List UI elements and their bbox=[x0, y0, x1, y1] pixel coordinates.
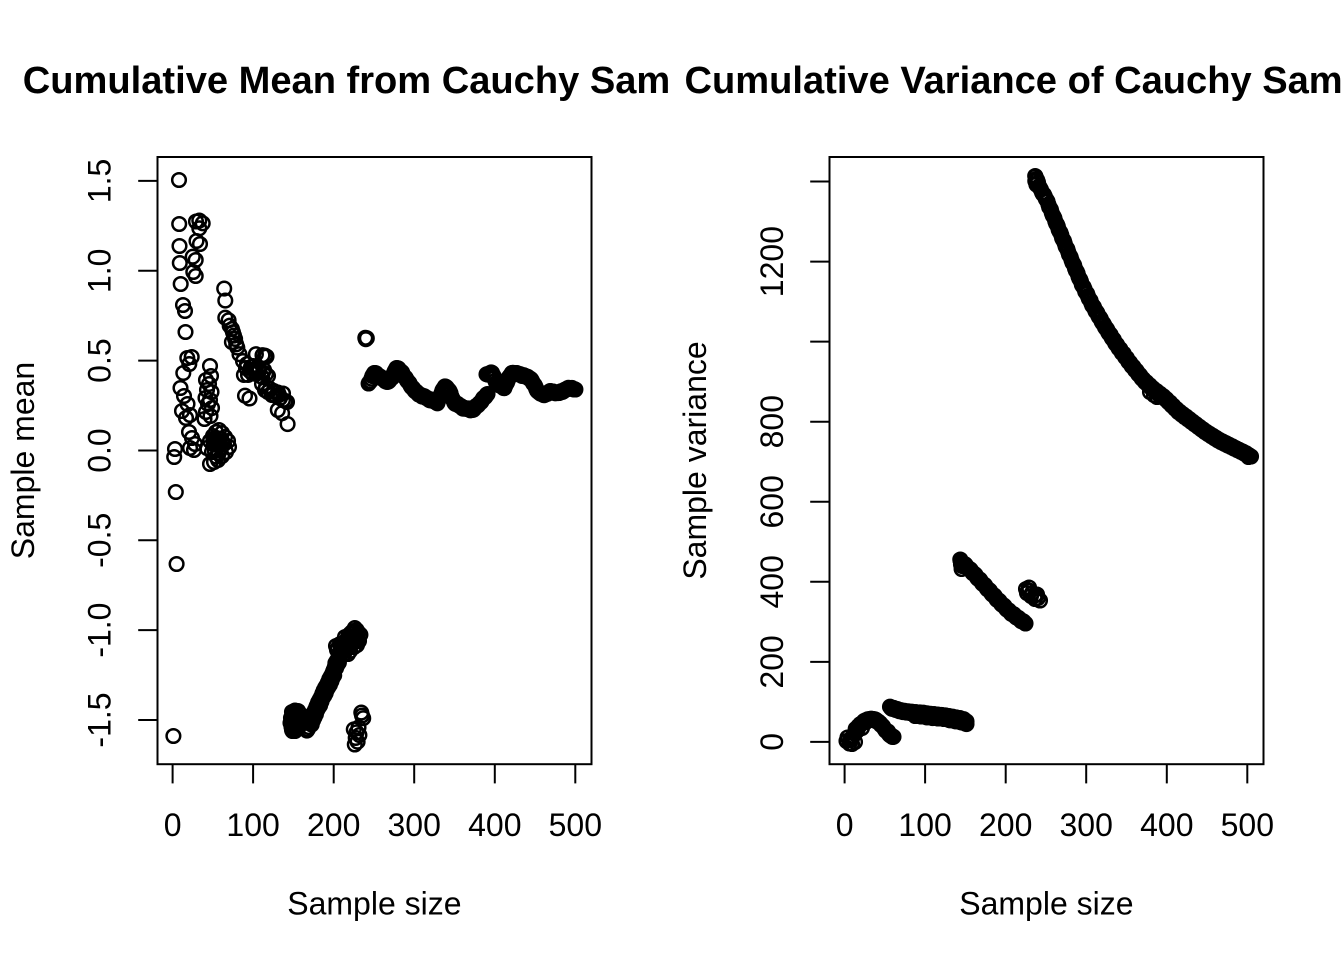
svg-text:200: 200 bbox=[307, 807, 360, 843]
svg-text:0.0: 0.0 bbox=[82, 428, 118, 472]
svg-text:400: 400 bbox=[754, 555, 790, 608]
svg-text:600: 600 bbox=[754, 475, 790, 528]
svg-text:-0.5: -0.5 bbox=[82, 513, 118, 568]
svg-text:500: 500 bbox=[549, 807, 602, 843]
svg-text:Sample size: Sample size bbox=[287, 886, 461, 922]
svg-text:1.0: 1.0 bbox=[82, 249, 118, 293]
svg-text:0: 0 bbox=[754, 733, 790, 751]
svg-text:500: 500 bbox=[1221, 807, 1274, 843]
svg-text:300: 300 bbox=[388, 807, 441, 843]
svg-text:Cumulative Variance of Cauchy: Cumulative Variance of Cauchy Samples bbox=[685, 60, 1344, 102]
svg-text:400: 400 bbox=[468, 807, 521, 843]
svg-text:0: 0 bbox=[836, 807, 854, 843]
svg-text:-1.0: -1.0 bbox=[82, 603, 118, 658]
svg-text:Sample variance: Sample variance bbox=[677, 341, 713, 579]
svg-text:100: 100 bbox=[226, 807, 279, 843]
svg-text:800: 800 bbox=[754, 395, 790, 448]
svg-text:1200: 1200 bbox=[754, 226, 790, 297]
svg-text:200: 200 bbox=[754, 635, 790, 688]
svg-text:200: 200 bbox=[979, 807, 1032, 843]
svg-text:-1.5: -1.5 bbox=[82, 692, 118, 747]
svg-text:100: 100 bbox=[898, 807, 951, 843]
svg-text:0.5: 0.5 bbox=[82, 338, 118, 382]
svg-text:400: 400 bbox=[1140, 807, 1193, 843]
svg-text:1.5: 1.5 bbox=[82, 159, 118, 203]
svg-text:300: 300 bbox=[1060, 807, 1113, 843]
svg-text:Sample size: Sample size bbox=[959, 886, 1133, 922]
svg-text:Cumulative Mean from Cauchy Sa: Cumulative Mean from Cauchy Samples bbox=[23, 60, 747, 102]
svg-text:Sample mean: Sample mean bbox=[5, 362, 41, 559]
svg-text:0: 0 bbox=[164, 807, 182, 843]
